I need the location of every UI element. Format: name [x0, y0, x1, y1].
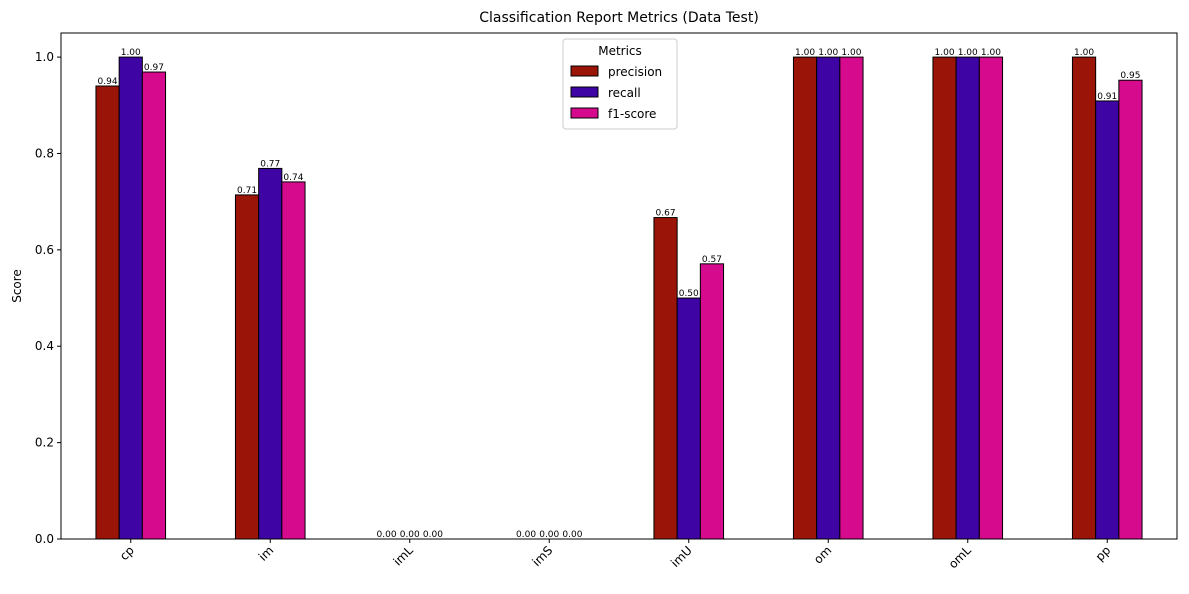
data-label-imU-f1-score: 0.57: [702, 255, 722, 265]
data-label-imL-f1-score: 0.00: [423, 530, 443, 540]
bar-imU-precision: [653, 217, 678, 540]
data-label-pp-f1-score: 0.95: [1120, 71, 1140, 81]
x-tick-label-omL: omL: [946, 543, 974, 571]
legend: Metrics precision recall f1-score: [562, 38, 678, 130]
bars-layer: [95, 56, 1143, 540]
data-label-pp-recall: 0.91: [1097, 92, 1117, 102]
x-tick-label-imS: imS: [529, 543, 555, 569]
data-label-im-precision: 0.71: [237, 186, 257, 196]
legend-label-recall: recall: [608, 86, 641, 100]
data-label-pp-precision: 1.00: [1074, 48, 1094, 58]
legend-swatch-recall: [570, 86, 599, 98]
data-label-cp-recall: 1.00: [121, 48, 141, 58]
y-tick-label: 0.0: [35, 532, 54, 546]
data-labels-layer: 0.941.000.970.710.770.740.00 0.00 0.00 0.00…: [98, 48, 1141, 540]
data-label-omL-f1-score: 1.00: [981, 48, 1001, 58]
data-label-imU-recall: 0.50: [679, 289, 699, 299]
bar-omL-precision: [932, 56, 957, 540]
y-tick-label: 0.2: [35, 436, 54, 450]
data-label-om-recall: 1.00: [818, 48, 838, 58]
data-label-imS-precision: 0.00: [516, 530, 536, 540]
x-tick-label-cp: cp: [117, 543, 137, 563]
data-label-imS-f1-score: 0.00: [562, 530, 582, 540]
x-tick-label-om: om: [811, 543, 834, 566]
y-tick-label: 1.0: [35, 50, 54, 64]
data-label-im-recall: 0.77: [260, 159, 280, 169]
bar-om-recall: [816, 56, 841, 540]
bar-pp-precision: [1071, 56, 1097, 540]
bar-cp-precision: [95, 85, 120, 540]
legend-swatch-f1-score: [570, 107, 599, 119]
data-label-imS-recall: 0.00: [539, 530, 559, 540]
legend-swatch-precision: [570, 65, 599, 77]
data-label-imL-recall: 0.00: [400, 530, 420, 540]
bar-pp-recall: [1095, 100, 1120, 540]
bar-omL-recall: [955, 56, 980, 540]
bar-cp-recall: [118, 56, 143, 540]
bar-imU-recall: [676, 297, 701, 540]
legend-box: [562, 38, 678, 130]
legend-label-precision: precision: [608, 65, 662, 79]
chart-title: Classification Report Metrics (Data Test…: [479, 10, 759, 26]
legend-title: Metrics: [598, 44, 642, 58]
bar-im-precision: [234, 194, 260, 540]
data-label-omL-precision: 1.00: [935, 48, 955, 58]
bar-om-precision: [792, 56, 818, 540]
y-tick-label: 0.8: [35, 146, 54, 160]
bar-pp-f1-score: [1118, 79, 1143, 540]
x-tick-label-imL: imL: [391, 543, 416, 568]
bar-im-recall: [258, 167, 283, 540]
x-tick-label-im: im: [256, 543, 277, 564]
y-axis-title: Score: [10, 269, 24, 303]
data-label-imL-precision: 0.00: [377, 530, 397, 540]
data-label-imU-precision: 0.67: [656, 209, 676, 219]
y-tick-label: 0.4: [35, 339, 54, 353]
bar-om-f1-score: [839, 56, 864, 540]
bar-im-f1-score: [281, 181, 306, 540]
x-tick-label-pp: pp: [1093, 543, 1114, 564]
y-tick-label: 0.6: [35, 243, 54, 257]
data-label-cp-f1-score: 0.97: [144, 63, 164, 73]
bar-omL-f1-score: [978, 56, 1004, 540]
bar-imU-f1-score: [699, 263, 725, 540]
data-label-omL-recall: 1.00: [958, 48, 978, 58]
data-label-cp-precision: 0.94: [98, 77, 118, 87]
data-label-om-precision: 1.00: [795, 48, 815, 58]
data-label-om-f1-score: 1.00: [841, 48, 861, 58]
data-label-im-f1-score: 0.74: [283, 173, 303, 183]
plot-frame: [60, 32, 1178, 540]
bar-cp-f1-score: [141, 71, 167, 540]
legend-label-f1-score: f1-score: [608, 107, 656, 121]
x-tick-label-imU: imU: [668, 543, 695, 570]
